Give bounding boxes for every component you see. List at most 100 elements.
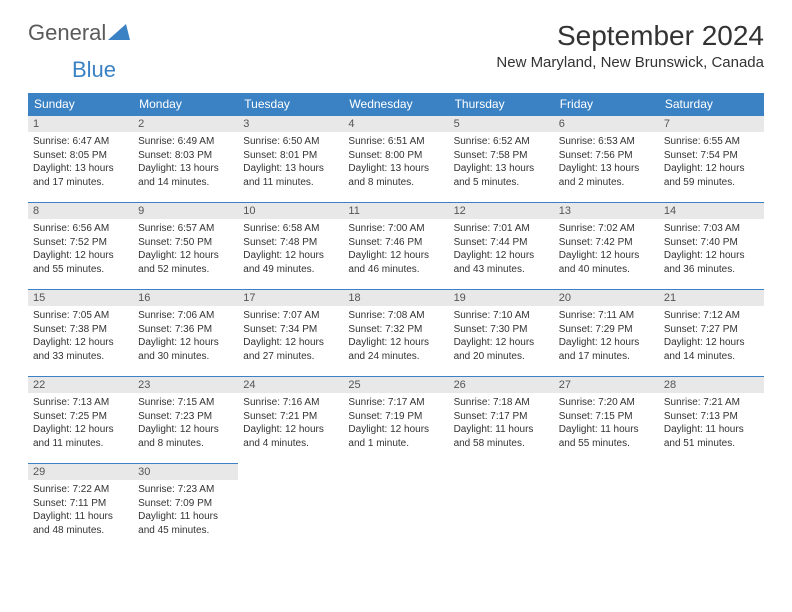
day-number: 22 <box>28 377 133 393</box>
daylight-text: Daylight: 12 hours and 17 minutes. <box>559 336 654 363</box>
day-number: 25 <box>343 377 448 393</box>
daylight-text: Daylight: 12 hours and 33 minutes. <box>33 336 128 363</box>
day-number: 5 <box>449 116 554 132</box>
sunset-text: Sunset: 7:25 PM <box>33 410 128 424</box>
month-title: September 2024 <box>496 20 764 52</box>
day-details: Sunrise: 6:56 AMSunset: 7:52 PMDaylight:… <box>28 219 133 281</box>
calendar-week-row: 29Sunrise: 7:22 AMSunset: 7:11 PMDayligh… <box>28 464 764 551</box>
day-details: Sunrise: 7:02 AMSunset: 7:42 PMDaylight:… <box>554 219 659 281</box>
day-number: 20 <box>554 290 659 306</box>
daylight-text: Daylight: 12 hours and 24 minutes. <box>348 336 443 363</box>
daylight-text: Daylight: 12 hours and 30 minutes. <box>138 336 233 363</box>
day-cell: 28Sunrise: 7:21 AMSunset: 7:13 PMDayligh… <box>659 377 764 464</box>
day-details: Sunrise: 7:10 AMSunset: 7:30 PMDaylight:… <box>449 306 554 368</box>
sunset-text: Sunset: 7:29 PM <box>559 323 654 337</box>
daylight-text: Daylight: 12 hours and 8 minutes. <box>138 423 233 450</box>
daylight-text: Daylight: 12 hours and 14 minutes. <box>664 336 759 363</box>
daylight-text: Daylight: 12 hours and 43 minutes. <box>454 249 549 276</box>
day-details: Sunrise: 7:03 AMSunset: 7:40 PMDaylight:… <box>659 219 764 281</box>
sunset-text: Sunset: 7:17 PM <box>454 410 549 424</box>
daylight-text: Daylight: 11 hours and 51 minutes. <box>664 423 759 450</box>
title-block: September 2024 New Maryland, New Brunswi… <box>496 20 764 71</box>
sunrise-text: Sunrise: 7:15 AM <box>138 396 233 410</box>
calendar-week-row: 15Sunrise: 7:05 AMSunset: 7:38 PMDayligh… <box>28 290 764 377</box>
day-cell: 4Sunrise: 6:51 AMSunset: 8:00 PMDaylight… <box>343 116 448 203</box>
sunset-text: Sunset: 7:27 PM <box>664 323 759 337</box>
day-details: Sunrise: 7:21 AMSunset: 7:13 PMDaylight:… <box>659 393 764 455</box>
day-details: Sunrise: 7:06 AMSunset: 7:36 PMDaylight:… <box>133 306 238 368</box>
day-number: 27 <box>554 377 659 393</box>
day-number: 13 <box>554 203 659 219</box>
day-cell: 23Sunrise: 7:15 AMSunset: 7:23 PMDayligh… <box>133 377 238 464</box>
sunrise-text: Sunrise: 7:05 AM <box>33 309 128 323</box>
sunset-text: Sunset: 7:52 PM <box>33 236 128 250</box>
sunrise-text: Sunrise: 6:58 AM <box>243 222 338 236</box>
sunrise-text: Sunrise: 7:13 AM <box>33 396 128 410</box>
day-details: Sunrise: 6:50 AMSunset: 8:01 PMDaylight:… <box>238 132 343 194</box>
day-details: Sunrise: 7:05 AMSunset: 7:38 PMDaylight:… <box>28 306 133 368</box>
day-details: Sunrise: 6:58 AMSunset: 7:48 PMDaylight:… <box>238 219 343 281</box>
day-details: Sunrise: 6:52 AMSunset: 7:58 PMDaylight:… <box>449 132 554 194</box>
weekday-header: Thursday <box>449 93 554 116</box>
day-number: 8 <box>28 203 133 219</box>
sunset-text: Sunset: 7:54 PM <box>664 149 759 163</box>
day-cell: 15Sunrise: 7:05 AMSunset: 7:38 PMDayligh… <box>28 290 133 377</box>
daylight-text: Daylight: 12 hours and 40 minutes. <box>559 249 654 276</box>
day-details: Sunrise: 7:00 AMSunset: 7:46 PMDaylight:… <box>343 219 448 281</box>
sunset-text: Sunset: 7:36 PM <box>138 323 233 337</box>
day-cell: 24Sunrise: 7:16 AMSunset: 7:21 PMDayligh… <box>238 377 343 464</box>
day-number: 3 <box>238 116 343 132</box>
day-details: Sunrise: 6:51 AMSunset: 8:00 PMDaylight:… <box>343 132 448 194</box>
sunrise-text: Sunrise: 6:57 AM <box>138 222 233 236</box>
sunrise-text: Sunrise: 7:10 AM <box>454 309 549 323</box>
sunrise-text: Sunrise: 7:06 AM <box>138 309 233 323</box>
daylight-text: Daylight: 12 hours and 20 minutes. <box>454 336 549 363</box>
sunset-text: Sunset: 8:05 PM <box>33 149 128 163</box>
day-details: Sunrise: 6:55 AMSunset: 7:54 PMDaylight:… <box>659 132 764 194</box>
sunrise-text: Sunrise: 6:50 AM <box>243 135 338 149</box>
sunrise-text: Sunrise: 7:02 AM <box>559 222 654 236</box>
empty-day-cell <box>659 464 764 551</box>
calendar-week-row: 1Sunrise: 6:47 AMSunset: 8:05 PMDaylight… <box>28 116 764 203</box>
day-details: Sunrise: 7:13 AMSunset: 7:25 PMDaylight:… <box>28 393 133 455</box>
sunset-text: Sunset: 7:34 PM <box>243 323 338 337</box>
sunrise-text: Sunrise: 6:51 AM <box>348 135 443 149</box>
sunrise-text: Sunrise: 7:03 AM <box>664 222 759 236</box>
day-details: Sunrise: 7:20 AMSunset: 7:15 PMDaylight:… <box>554 393 659 455</box>
sunrise-text: Sunrise: 7:01 AM <box>454 222 549 236</box>
calendar-table: Sunday Monday Tuesday Wednesday Thursday… <box>28 93 764 550</box>
day-number: 24 <box>238 377 343 393</box>
day-cell: 11Sunrise: 7:00 AMSunset: 7:46 PMDayligh… <box>343 203 448 290</box>
daylight-text: Daylight: 12 hours and 27 minutes. <box>243 336 338 363</box>
day-number: 18 <box>343 290 448 306</box>
sunset-text: Sunset: 7:44 PM <box>454 236 549 250</box>
day-number: 6 <box>554 116 659 132</box>
sunrise-text: Sunrise: 6:49 AM <box>138 135 233 149</box>
day-cell: 30Sunrise: 7:23 AMSunset: 7:09 PMDayligh… <box>133 464 238 551</box>
day-cell: 27Sunrise: 7:20 AMSunset: 7:15 PMDayligh… <box>554 377 659 464</box>
sunrise-text: Sunrise: 7:08 AM <box>348 309 443 323</box>
day-cell: 9Sunrise: 6:57 AMSunset: 7:50 PMDaylight… <box>133 203 238 290</box>
logo: General <box>28 20 132 46</box>
day-details: Sunrise: 7:17 AMSunset: 7:19 PMDaylight:… <box>343 393 448 455</box>
daylight-text: Daylight: 12 hours and 59 minutes. <box>664 162 759 189</box>
sunset-text: Sunset: 7:11 PM <box>33 497 128 511</box>
day-number: 17 <box>238 290 343 306</box>
sunset-text: Sunset: 7:15 PM <box>559 410 654 424</box>
day-details: Sunrise: 7:16 AMSunset: 7:21 PMDaylight:… <box>238 393 343 455</box>
sunrise-text: Sunrise: 7:17 AM <box>348 396 443 410</box>
weekday-header-row: Sunday Monday Tuesday Wednesday Thursday… <box>28 93 764 116</box>
day-number: 26 <box>449 377 554 393</box>
day-cell: 5Sunrise: 6:52 AMSunset: 7:58 PMDaylight… <box>449 116 554 203</box>
day-details: Sunrise: 7:15 AMSunset: 7:23 PMDaylight:… <box>133 393 238 455</box>
day-cell: 3Sunrise: 6:50 AMSunset: 8:01 PMDaylight… <box>238 116 343 203</box>
daylight-text: Daylight: 12 hours and 55 minutes. <box>33 249 128 276</box>
daylight-text: Daylight: 13 hours and 2 minutes. <box>559 162 654 189</box>
calendar-page: General September 2024 New Maryland, New… <box>0 0 792 570</box>
daylight-text: Daylight: 11 hours and 48 minutes. <box>33 510 128 537</box>
sunrise-text: Sunrise: 7:22 AM <box>33 483 128 497</box>
sunset-text: Sunset: 7:58 PM <box>454 149 549 163</box>
day-details: Sunrise: 7:11 AMSunset: 7:29 PMDaylight:… <box>554 306 659 368</box>
day-number: 7 <box>659 116 764 132</box>
day-details: Sunrise: 7:23 AMSunset: 7:09 PMDaylight:… <box>133 480 238 542</box>
